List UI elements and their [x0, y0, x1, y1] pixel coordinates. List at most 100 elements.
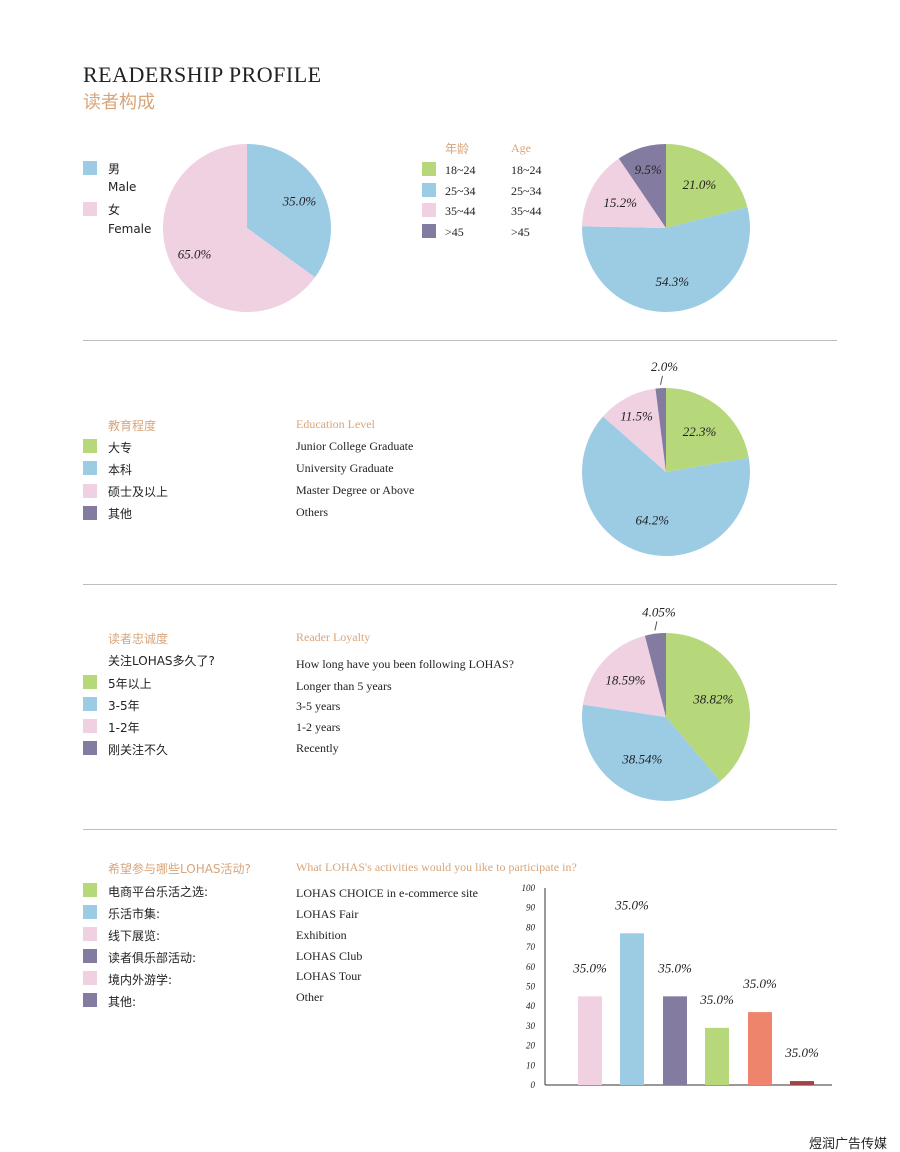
legend-label-cn: 女 [108, 203, 121, 217]
age-header-en: Age [511, 141, 531, 155]
bar [748, 1012, 772, 1085]
pie-leader-line [660, 375, 664, 385]
legend-label-cn: 境内外游学: [108, 973, 173, 987]
legend-label-en: University Graduate [296, 461, 394, 475]
legend-label-en: LOHAS Club [296, 949, 363, 963]
legend-label-cn: 男 [108, 162, 121, 176]
legend-swatch [83, 461, 97, 475]
pie-leader-line [654, 621, 658, 631]
bar-data-label: 35.0% [699, 992, 734, 1007]
legend-label-cn: 其他: [108, 995, 137, 1009]
legend-label-cn: 电商平台乐活之选: [108, 885, 209, 899]
bar [705, 1027, 729, 1085]
pie-data-label: 18.59% [605, 672, 645, 687]
y-tick-label: 90 [526, 903, 536, 913]
legend-swatch [422, 162, 436, 176]
y-tick-label: 50 [526, 982, 536, 992]
legend-label-cn: 35~44 [445, 204, 476, 218]
pie-slice [618, 144, 666, 228]
section-divider [83, 584, 837, 585]
legend-label-cn: 1-2年 [108, 721, 140, 735]
pie-data-label: 38.54% [621, 752, 662, 767]
legend-swatch [83, 484, 97, 498]
pie-slice [582, 158, 666, 228]
pie-data-label: 35.0% [282, 193, 317, 208]
pie-slice [666, 633, 750, 782]
legend-swatch [83, 675, 97, 689]
legend-swatch [83, 971, 97, 985]
legend-label-en: Female [108, 222, 152, 236]
legend-label-en: 25~34 [511, 184, 542, 198]
y-tick-label: 0 [531, 1080, 536, 1090]
legend-label-en: Others [296, 505, 328, 519]
legend-swatch [83, 439, 97, 453]
age-header-cn: 年龄 [445, 142, 470, 156]
y-tick-label: 100 [522, 883, 536, 893]
page-title: READERSHIP PROFILE [83, 62, 322, 87]
y-tick-label: 80 [526, 922, 536, 932]
legend-label-cn: >45 [445, 225, 464, 239]
legend-label-cn: 其他 [108, 507, 133, 521]
legend-label-cn: 5年以上 [108, 677, 152, 691]
y-tick-label: 10 [526, 1060, 536, 1070]
loyalty-question-en: How long have you been following LOHAS? [296, 657, 514, 671]
education-header-cn: 教育程度 [108, 419, 157, 433]
bar-data-label: 35.0% [572, 960, 607, 975]
pie-slice [666, 388, 749, 472]
pie-slice [162, 144, 315, 313]
pie-slice [581, 416, 750, 557]
pie-data-label: 2.0% [651, 359, 678, 374]
pie-data-label: 65.0% [178, 247, 212, 262]
legend-swatch [83, 506, 97, 520]
y-tick-label: 30 [525, 1021, 536, 1031]
legend-label-en: 1-2 years [296, 720, 341, 734]
legend-swatch [83, 993, 97, 1007]
legend-label-cn: 18~24 [445, 163, 476, 177]
legend-label-en: Other [296, 990, 324, 1004]
y-tick-label: 60 [526, 962, 536, 972]
bar [620, 933, 644, 1085]
legend-label-en: Longer than 5 years [296, 679, 392, 693]
legend-label-cn: 读者俱乐部活动: [108, 951, 197, 965]
pie-slice [247, 144, 331, 278]
watermark: 煜润广告传媒 [809, 1137, 888, 1152]
bar-data-label: 35.0% [657, 960, 692, 975]
legend-label-en: 18~24 [511, 163, 542, 177]
legend-swatch [422, 224, 436, 238]
legend-label-cn: 本科 [108, 463, 133, 477]
legend-swatch [83, 905, 97, 919]
legend-label-cn: 3-5年 [108, 699, 140, 713]
legend-swatch [83, 719, 97, 733]
pie-slice [602, 388, 666, 472]
legend-label-cn: 硕士及以上 [108, 485, 169, 499]
pie-slice [655, 388, 666, 472]
loyalty-header-cn: 读者忠诚度 [108, 632, 169, 646]
legend-swatch [83, 949, 97, 963]
activities-header-en: What LOHAS's activities would you like t… [296, 860, 577, 874]
legend-swatch-female [83, 202, 97, 216]
pie-slice [644, 633, 666, 717]
bar-data-label: 35.0% [742, 976, 777, 991]
y-tick-label: 70 [526, 942, 536, 952]
bar [790, 1081, 814, 1085]
loyalty-header-en: Reader Loyalty [296, 630, 371, 644]
legend-swatch [83, 883, 97, 897]
pie-data-label: 9.5% [635, 162, 662, 177]
y-tick-label: 40 [526, 1001, 536, 1011]
pie-slice [581, 207, 750, 312]
legend-label-cn: 乐活市集: [108, 907, 161, 921]
bar [578, 996, 602, 1085]
legend-label-en: >45 [511, 225, 530, 239]
pie-data-label: 15.2% [603, 195, 637, 210]
legend-label-cn: 25~34 [445, 184, 476, 198]
activities-header-cn: 希望参与哪些LOHAS活动? [108, 862, 251, 876]
pie-data-label: 4.05% [642, 604, 676, 619]
legend-swatch [422, 203, 436, 217]
pie-data-label: 21.0% [683, 177, 717, 192]
pie-data-label: 38.82% [692, 692, 733, 707]
legend-label-cn: 刚关注不久 [108, 743, 169, 757]
y-tick-label: 20 [526, 1041, 536, 1051]
section-divider [83, 829, 837, 830]
legend-label-en: Master Degree or Above [296, 483, 415, 497]
